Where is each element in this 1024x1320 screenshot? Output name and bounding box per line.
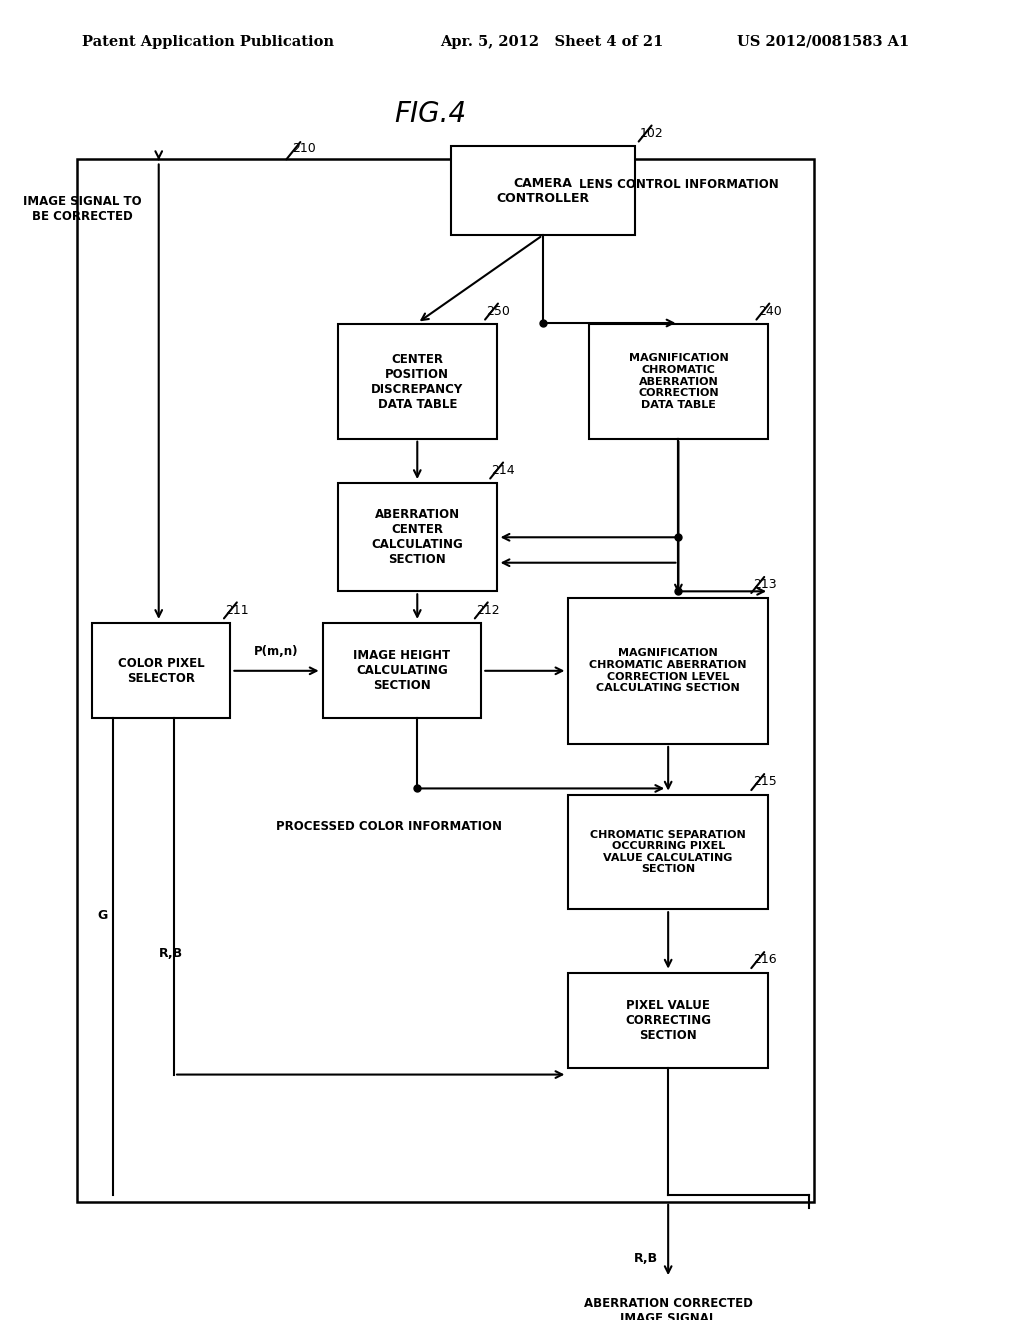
- FancyBboxPatch shape: [323, 623, 481, 718]
- Text: R,B: R,B: [634, 1253, 658, 1266]
- Text: 250: 250: [486, 305, 510, 318]
- Text: 210: 210: [292, 143, 315, 156]
- Text: US 2012/0081583 A1: US 2012/0081583 A1: [737, 34, 909, 49]
- Text: IMAGE HEIGHT
CALCULATING
SECTION: IMAGE HEIGHT CALCULATING SECTION: [353, 649, 451, 692]
- FancyBboxPatch shape: [338, 483, 497, 591]
- FancyBboxPatch shape: [568, 973, 768, 1068]
- Text: PROCESSED COLOR INFORMATION: PROCESSED COLOR INFORMATION: [276, 820, 503, 833]
- Text: CAMERA
CONTROLLER: CAMERA CONTROLLER: [497, 177, 589, 205]
- Text: CENTER
POSITION
DISCREPANCY
DATA TABLE: CENTER POSITION DISCREPANCY DATA TABLE: [371, 352, 464, 411]
- Text: 216: 216: [753, 953, 776, 966]
- FancyBboxPatch shape: [338, 325, 497, 438]
- Text: 212: 212: [476, 603, 500, 616]
- Text: 213: 213: [753, 578, 776, 591]
- Text: 102: 102: [640, 127, 664, 140]
- Text: LENS CONTROL INFORMATION: LENS CONTROL INFORMATION: [579, 178, 778, 191]
- Text: Apr. 5, 2012   Sheet 4 of 21: Apr. 5, 2012 Sheet 4 of 21: [440, 34, 664, 49]
- Text: 240: 240: [758, 305, 781, 318]
- Text: PIXEL VALUE
CORRECTING
SECTION: PIXEL VALUE CORRECTING SECTION: [626, 999, 711, 1041]
- Text: ABERRATION CORRECTED
IMAGE SIGNAL: ABERRATION CORRECTED IMAGE SIGNAL: [584, 1298, 753, 1320]
- Text: 215: 215: [753, 775, 776, 788]
- Text: P(m,n): P(m,n): [254, 645, 299, 659]
- FancyBboxPatch shape: [568, 598, 768, 744]
- Text: FIG.4: FIG.4: [394, 100, 466, 128]
- Text: MAGNIFICATION
CHROMATIC ABERRATION
CORRECTION LEVEL
CALCULATING SECTION: MAGNIFICATION CHROMATIC ABERRATION CORRE…: [590, 648, 746, 693]
- Text: ABERRATION
CENTER
CALCULATING
SECTION: ABERRATION CENTER CALCULATING SECTION: [372, 508, 463, 566]
- FancyBboxPatch shape: [568, 795, 768, 909]
- Text: R,B: R,B: [159, 948, 183, 960]
- Text: CHROMATIC SEPARATION
OCCURRING PIXEL
VALUE CALCULATING
SECTION: CHROMATIC SEPARATION OCCURRING PIXEL VAL…: [590, 830, 746, 874]
- Text: 211: 211: [225, 603, 249, 616]
- FancyBboxPatch shape: [92, 623, 230, 718]
- Text: IMAGE SIGNAL TO
BE CORRECTED: IMAGE SIGNAL TO BE CORRECTED: [23, 194, 141, 223]
- Text: G: G: [97, 909, 108, 923]
- FancyBboxPatch shape: [451, 147, 635, 235]
- Text: COLOR PIXEL
SELECTOR: COLOR PIXEL SELECTOR: [118, 657, 205, 685]
- FancyBboxPatch shape: [589, 325, 768, 438]
- Text: 214: 214: [492, 463, 515, 477]
- Text: Patent Application Publication: Patent Application Publication: [82, 34, 334, 49]
- FancyBboxPatch shape: [77, 158, 814, 1201]
- Text: MAGNIFICATION
CHROMATIC
ABERRATION
CORRECTION
DATA TABLE: MAGNIFICATION CHROMATIC ABERRATION CORRE…: [629, 354, 728, 409]
